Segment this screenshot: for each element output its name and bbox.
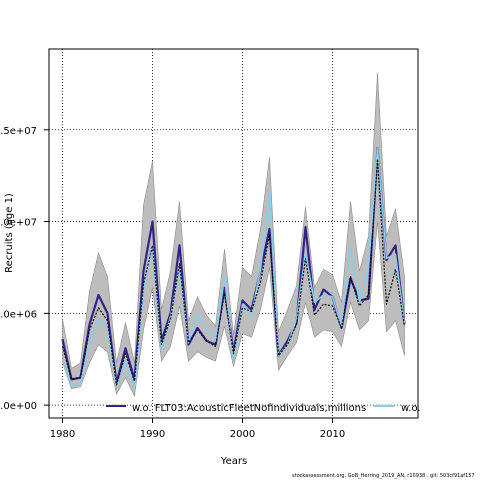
confidence-band-area xyxy=(62,72,405,398)
footer-credit: stockassessment.org, GoB_Herring_2019_AN… xyxy=(292,473,475,479)
x-tick-label: 1990 xyxy=(140,429,165,440)
x-axis-label: Years xyxy=(220,456,247,467)
y-axis-ticks: 0.0e+00 5.0e+06 1.0e+07 1.5e+07 xyxy=(0,126,49,412)
y-tick-label: 1.5e+07 xyxy=(0,126,37,137)
series-line-1 xyxy=(61,147,406,385)
y-axis-label: Recruits (age 1) xyxy=(4,193,15,273)
legend: w.o. FLT03:AcousticFleetNofindividuals,m… xyxy=(106,403,421,414)
legend-label-series2: w.o. xyxy=(401,403,421,414)
y-tick-label: 5.0e+06 xyxy=(0,309,37,320)
x-tick-label: 2010 xyxy=(320,429,345,440)
legend-label-series1: w.o. FLT03:AcousticFleetNofindividuals,m… xyxy=(132,403,366,414)
confidence-band xyxy=(62,72,405,398)
y-tick-label: 1.0e+07 xyxy=(0,218,37,229)
x-tick-label: 2000 xyxy=(230,429,255,440)
x-tick-label: 1980 xyxy=(50,429,75,440)
series-lines xyxy=(61,147,406,388)
series-line-3 xyxy=(61,158,406,386)
plot-frame xyxy=(48,48,419,419)
y-tick-label: 0.0e+00 xyxy=(0,401,37,412)
x-axis-ticks: 1980 1990 2000 2010 xyxy=(50,418,345,440)
series-line-2 xyxy=(61,147,406,388)
